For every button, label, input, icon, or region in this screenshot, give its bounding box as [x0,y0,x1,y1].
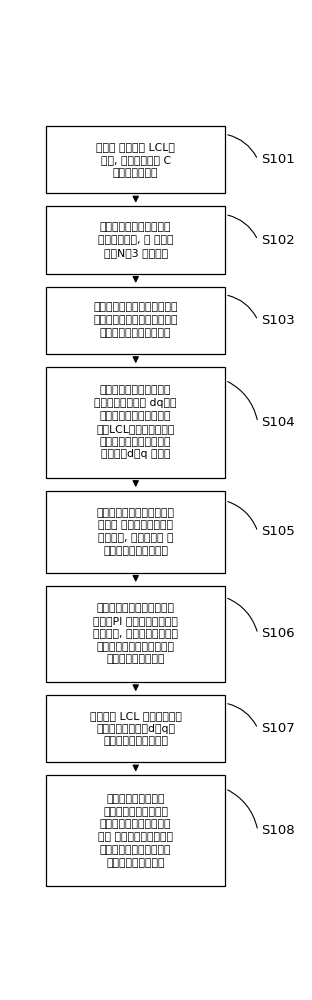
Text: S108: S108 [261,824,295,837]
Text: S102: S102 [261,234,295,247]
Text: 逆变器 输出采用 LCL滤
波器, 并在滤波电容 C
上串联阻尼电阻: 逆变器 输出采用 LCL滤 波器, 并在滤波电容 C 上串联阻尼电阻 [96,142,175,178]
Bar [46,367,225,478]
Bar [46,586,225,682]
Bar [46,775,225,886]
Text: 根据预同步和载波同步实
时计算的相角进行 dq坐标
变换得到三相并联母线电
压、LCL滤波电容电压、
逆变器桥臂电感电流和输
出电流的d、q 轴分量: 根据预同步和载波同步实 时计算的相角进行 dq坐标 变换得到三相并联母线电 压、… [95,385,177,459]
Text: 采用虚拟阻抗匹配控制方法
和改进 的无互联线下垂并
控制算法, 得到修正的 电
压和角频率控制指令值: 采用虚拟阻抗匹配控制方法 和改进 的无互联线下垂并 控制算法, 得到修正的 电 … [97,508,175,556]
Text: 用基于数字延迟信号对消算法
的软件锁相环预先锁定并联交
流母线的频率和正序相角: 用基于数字延迟信号对消算法 的软件锁相环预先锁定并联交 流母线的频率和正序相角 [94,303,178,338]
Bar [46,695,225,762]
Bar [46,206,225,274]
Bar [46,287,225,354]
Text: S107: S107 [261,722,295,735]
Text: 将解耦控制所得的参
考电压矢量通过脉宽调
制器生成控制脉冲信号。
控制 脉冲信号经驱动电路
控制逆变器中功率开关器
件，产生相应的电压: 将解耦控制所得的参 考电压矢量通过脉宽调 制器生成控制脉冲信号。 控制 脉冲信号… [98,794,173,868]
Text: S104: S104 [261,416,295,429]
Bar [46,491,225,573]
Text: S106: S106 [261,627,295,640]
Bar [46,126,225,193]
Text: 各逆变器控制器间采用载
波同步的方法, 并 选择倍
频数N是3 的奇数倍: 各逆变器控制器间采用载 波同步的方法, 并 选择倍 频数N是3 的奇数倍 [98,222,173,258]
Text: 采用极点配置电压控制算法
和传统PI 电流控制算法相结
合的方法, 二者在正常运行和
在负载发生短路等异常工况
时自动进行无缝切换: 采用极点配置电压控制算法 和传统PI 电流控制算法相结 合的方法, 二者在正常运… [93,603,178,664]
Text: S103: S103 [261,314,295,327]
Text: S105: S105 [261,525,295,538]
Text: 对逆变器 LCL 滤波电容电压
或桥臂电感电流的d、q轴
分量分别进行解耦控制: 对逆变器 LCL 滤波电容电压 或桥臂电感电流的d、q轴 分量分别进行解耦控制 [90,711,182,746]
Text: S101: S101 [261,153,295,166]
